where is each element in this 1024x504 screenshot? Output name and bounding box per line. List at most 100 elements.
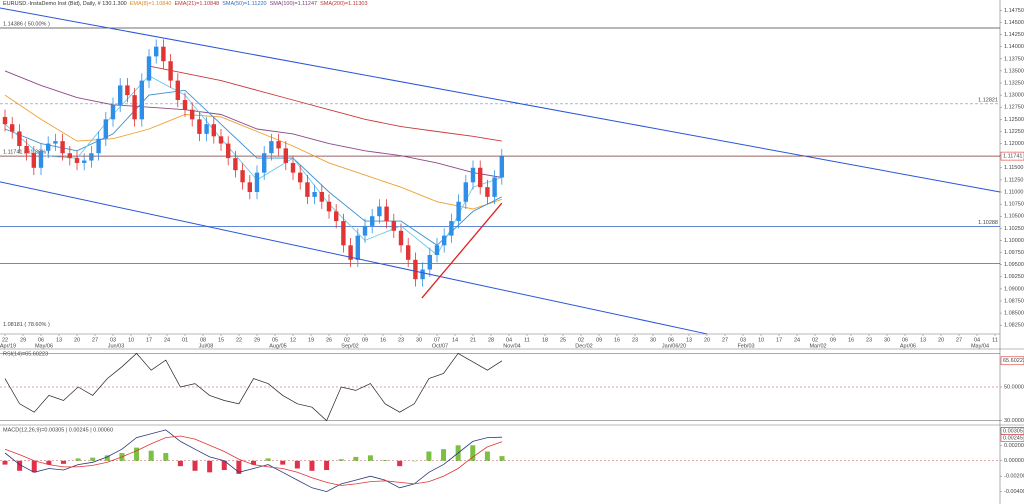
month-label: Feb/03	[737, 343, 754, 349]
macd-histogram-bar	[148, 450, 154, 461]
x-tick-label: 09	[596, 337, 602, 343]
month-label: Dec/02	[575, 343, 592, 349]
candle-body	[103, 119, 108, 139]
candle-body	[89, 153, 94, 161]
x-tick-label: 03	[740, 337, 746, 343]
x-tick-label: 03	[110, 337, 116, 343]
candle-body	[82, 160, 87, 163]
month-label: Apr/06	[900, 343, 916, 349]
x-tick-label: 10	[758, 337, 764, 343]
x-tick-label: 30	[884, 337, 890, 343]
header-item: EMA(21)=1.10848	[174, 1, 219, 7]
candle-body	[2, 116, 8, 125]
x-tick-label: 20	[704, 337, 710, 343]
macd-panel: MACD(12,26,9)=0.00305 | 0.00245 | 0.0006…	[0, 427, 1024, 495]
candle-body	[341, 221, 346, 246]
candle-body	[348, 245, 353, 260]
candle-body	[391, 221, 396, 231]
candle-body	[175, 80, 180, 100]
macd-histogram-bar	[134, 447, 140, 461]
macd-histogram-bar	[367, 455, 373, 461]
y-tick-label: 1.12500	[1004, 117, 1024, 123]
y-tick-label: 1.10000	[1004, 238, 1024, 244]
candle-body	[67, 153, 72, 159]
y-tick-label: 1.12250	[1004, 129, 1024, 135]
candle-body	[46, 143, 51, 151]
trend-line	[421, 202, 503, 299]
x-tick-label: 02	[812, 337, 818, 343]
rsi-tag-label: 65.60223	[1003, 358, 1024, 364]
candle-body	[10, 124, 15, 132]
candle-body	[211, 124, 216, 137]
macd-histogram-bar	[207, 460, 213, 473]
candle-body	[161, 46, 166, 62]
panel-title: MACD(12,26,9)=0.00305 | 0.00245 | 0.0006…	[3, 427, 113, 433]
candle-body	[463, 182, 468, 202]
candle-body	[456, 201, 461, 222]
macd-histogram-bar	[17, 460, 23, 471]
x-tick-label: 06	[38, 337, 44, 343]
y-tick-label: 1.14000	[1004, 44, 1024, 50]
candle-body	[377, 206, 382, 217]
last-price-label: 1.11741	[1003, 154, 1022, 160]
y-tick-label: 0.00200	[1004, 443, 1024, 449]
month-label: Jan/06/20	[662, 343, 686, 349]
month-label: Jun/03	[108, 343, 125, 349]
x-tick-label: 16	[848, 337, 854, 343]
candle-body	[190, 109, 195, 120]
macd-histogram-bar	[294, 460, 300, 469]
y-tick-label: 1.11250	[1004, 177, 1023, 183]
rsi-tag	[1000, 356, 1024, 366]
y-tick-label: -0.00200	[1004, 474, 1024, 480]
x-tick-label: 29	[254, 337, 260, 343]
y-tick-label: 1.13000	[1004, 93, 1024, 99]
candle-body	[427, 254, 432, 270]
x-tick-label: 17	[776, 337, 782, 343]
candle-body	[204, 124, 209, 134]
x-tick-label: 22	[236, 337, 242, 343]
header-item: SMA(200)=1.11303	[320, 1, 367, 7]
x-tick-label: 04	[974, 337, 980, 343]
x-tick-label: 17	[146, 337, 152, 343]
macd-histogram-bar	[90, 457, 96, 461]
x-tick-label: 11	[524, 337, 530, 343]
candle-body	[17, 131, 22, 146]
month-label: May/06	[35, 343, 53, 349]
y-tick-label: 1.12750	[1004, 105, 1024, 111]
y-tick-label: 1.09000	[1004, 286, 1024, 292]
x-tick-label: 23	[632, 337, 638, 343]
x-tick-label: 29	[20, 337, 26, 343]
x-tick-label: 30	[650, 337, 656, 343]
x-tick-label: 21	[470, 337, 476, 343]
x-tick-label: 20	[938, 337, 944, 343]
macd-histogram-bar	[236, 460, 242, 474]
x-tick-label: 24	[794, 337, 800, 343]
candle-body	[60, 141, 65, 154]
level-label: 1.08181 ( 78.60% )	[3, 322, 50, 328]
candle-body	[182, 99, 188, 110]
rsi-line	[4, 352, 503, 422]
x-tick-label: 25	[560, 337, 566, 343]
candle-body	[168, 61, 173, 81]
candle-body	[218, 136, 224, 144]
candle-body	[125, 85, 130, 96]
candle-body	[146, 56, 152, 81]
moving-average	[148, 65, 502, 142]
candle-body	[370, 216, 375, 226]
y-tick-label: 1.14250	[1004, 32, 1024, 38]
candle-body	[254, 172, 260, 193]
x-tick-label: 26	[326, 337, 332, 343]
macd-histogram-bar	[382, 459, 388, 461]
trend-line	[0, 7, 1001, 193]
macd-histogram-bar	[441, 449, 447, 461]
macd-signal	[4, 435, 503, 486]
x-tick-label: 27	[956, 337, 962, 343]
x-tick-label: 24	[164, 337, 170, 343]
macd-histogram-bar	[60, 460, 66, 464]
macd-histogram-bar	[221, 460, 227, 471]
x-tick-label: 13	[56, 337, 62, 343]
macd-histogram-bar	[484, 451, 490, 461]
x-tick-label: 16	[380, 337, 386, 343]
y-tick-label: 1.11000	[1004, 189, 1023, 195]
